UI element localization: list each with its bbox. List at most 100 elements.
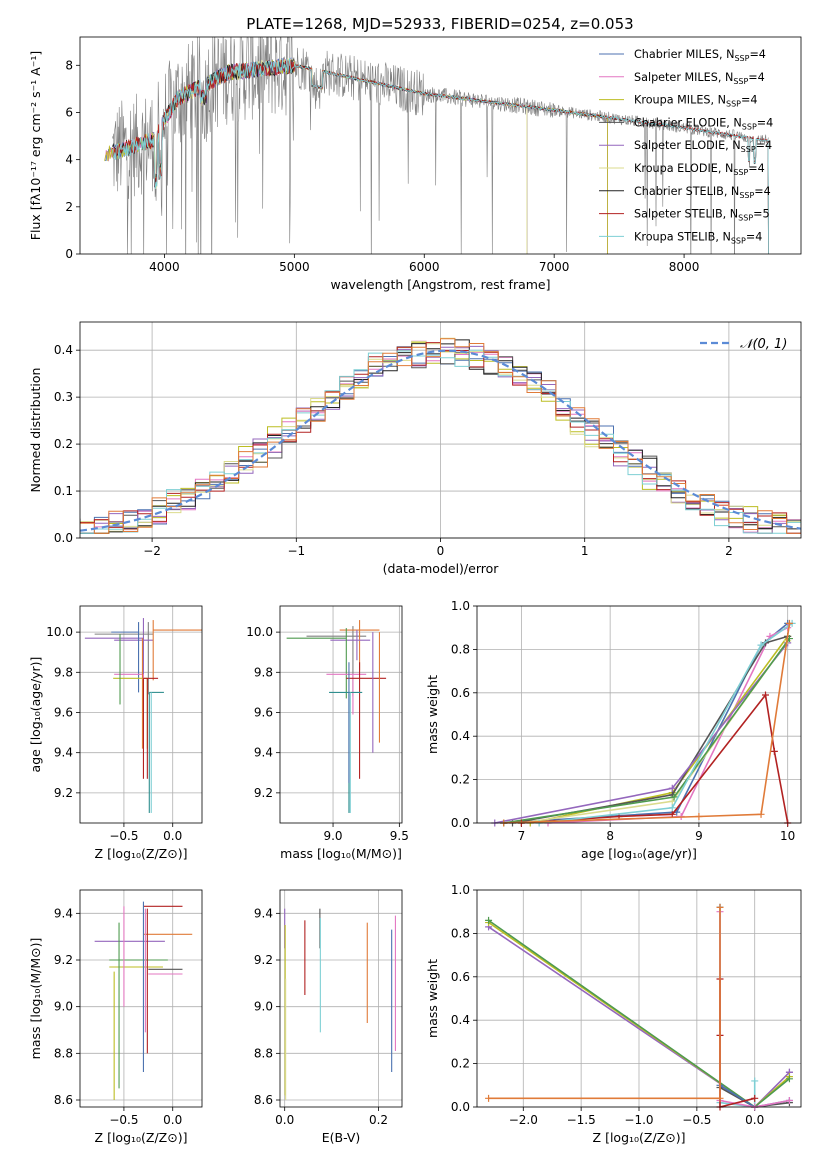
x-tick-label: 10 — [780, 829, 795, 843]
axes-frame — [79, 36, 802, 255]
legend-suffix: =4 — [757, 116, 774, 129]
model-spectrum-line — [112, 59, 769, 254]
legend-label: Kroupa STELIB, NSSP=4 — [634, 230, 762, 245]
y-tick-label: 9.4 — [54, 906, 73, 920]
y-tick-label: 1.0 — [451, 599, 470, 613]
x-axis-label: (data-model)/error — [383, 561, 500, 576]
x-tick-label: 7 — [518, 829, 526, 843]
error-bars — [84, 618, 202, 813]
weight-line — [494, 642, 789, 824]
grid-lines — [80, 606, 202, 823]
grid-lines — [280, 890, 402, 1107]
weight-marker — [785, 619, 793, 627]
model-spectra — [104, 56, 769, 254]
axes-frame — [279, 605, 403, 824]
x-tick-label: −2 — [143, 544, 161, 558]
y-tick-label: 9.8 — [54, 665, 73, 679]
weight-marker — [757, 810, 765, 818]
residuals-panel: −2 −1 0 1 2 0.0 0.1 0.2 0.3 0.4 (data-model)/error… — [28, 321, 802, 576]
weight-marker — [485, 1094, 493, 1102]
x-tick-label: −2.0 — [509, 1113, 538, 1127]
axes-frame — [476, 889, 802, 1108]
data-point — [111, 622, 140, 693]
y-tick-label: 0.0 — [451, 1100, 470, 1114]
x-tick-label: 1 — [581, 544, 589, 558]
y-tick-label: 8.6 — [54, 1093, 73, 1107]
grid-lines — [280, 606, 402, 823]
grid-lines — [80, 890, 202, 1107]
y-axis-label: Normed distribution — [28, 368, 43, 493]
gaussian-curve — [80, 349, 801, 532]
x-axis-label: Z [log₁₀(Z/Z⊙)] — [95, 846, 188, 861]
y-tick-label: 9.0 — [54, 1000, 73, 1014]
x-axis-label: mass [log₁₀(M/M⊙)] — [280, 846, 402, 861]
y-tick-label: 9.6 — [54, 705, 73, 719]
weight-marker — [770, 747, 778, 755]
x-tick-label: 0.0 — [275, 1113, 294, 1127]
y-tick-label: 8 — [65, 58, 73, 72]
weight-lines — [491, 619, 796, 827]
data-point — [94, 622, 154, 695]
legend-suffix: =4 — [746, 230, 763, 243]
age-vs-Z-panel: −0.5 0.0 9.2 9.4 9.6 9.8 10.0 Z [log₁₀(Z/Z⊙)] ag… — [28, 605, 203, 861]
legend-subscript: SSP — [734, 54, 749, 63]
y-tick-label: 9.4 — [254, 906, 273, 920]
x-tick-label: 9 — [695, 829, 703, 843]
x-axis-label: Z [log₁₀(Z/Z⊙)] — [95, 1130, 188, 1145]
mass-weight-vs-Z-panel: −2.0 −1.5 −1.0 −0.5 0.0 0.0 0.2 0.4 0.6 0.8 1.0 Z [… — [425, 883, 802, 1145]
weight-series — [485, 903, 724, 1102]
x-tick-label: −1.0 — [624, 1113, 653, 1127]
legend-label: Chabrier MILES, NSSP=4 — [634, 48, 766, 63]
x-axis-label: age [log₁₀(age/yr)] — [581, 846, 697, 861]
y-axis-label: mass weight — [425, 675, 440, 754]
weight-marker — [751, 1094, 759, 1102]
x-tick-label: 0.0 — [163, 1113, 182, 1127]
y-axis-label: age [log₁₀(age/yr)] — [28, 657, 43, 773]
weight-series — [716, 975, 759, 1111]
legend-subscript: SSP — [741, 145, 756, 154]
x-tick-label: −0.5 — [682, 1113, 711, 1127]
axes-frame — [79, 321, 802, 539]
y-tick-label: 9.2 — [254, 786, 273, 800]
x-tick-label: −0.5 — [109, 829, 138, 843]
x-tick-label: −1 — [287, 544, 305, 558]
y-tick-label: 10.0 — [246, 625, 273, 639]
weight-line — [512, 635, 788, 824]
legend-subscript: SSP — [733, 168, 748, 177]
data-point — [346, 662, 387, 779]
y-tick-label: 0.8 — [451, 926, 470, 940]
grid-lines — [477, 605, 801, 824]
legend-name: Salpeter STELIB, N — [634, 208, 738, 221]
legend-name: Kroupa MILES, N — [634, 94, 726, 107]
y-tick-label: 0.4 — [54, 343, 73, 357]
y-tick-label: 0.2 — [54, 437, 73, 451]
y-tick-label: 0.0 — [451, 816, 470, 830]
error-bars — [286, 620, 387, 813]
legend-suffix: =4 — [756, 139, 773, 152]
y-axis-label: Flux [fλ10⁻¹⁷ erg cm⁻² s⁻¹ A⁻¹] — [28, 51, 43, 240]
y-tick-label: 0.4 — [451, 729, 470, 743]
weight-marker — [757, 641, 765, 649]
histogram-line — [80, 338, 801, 534]
legend-name: Salpeter MILES, N — [634, 71, 733, 84]
legend-label: Chabrier STELIB, NSSP=4 — [634, 185, 771, 200]
x-tick-label: 0.2 — [369, 1113, 388, 1127]
weight-series — [716, 903, 759, 1111]
y-tick-label: 0.6 — [451, 970, 470, 984]
mass-weight-vs-age-panel: 7 8 9 10 0.0 0.2 0.4 0.6 0.8 1.0 age [log₁₀(age/yr… — [425, 599, 802, 861]
legend-label: Chabrier ELODIE, NSSP=4 — [634, 116, 773, 131]
model-spectrum-line — [104, 58, 608, 254]
weight-line — [521, 693, 789, 824]
weight-line — [719, 907, 756, 1108]
weight-series — [500, 619, 792, 827]
axes-frame — [279, 889, 403, 1108]
age-vs-mass-panel: 9.0 9.5 9.2 9.4 9.6 9.8 10.0 mass [log₁₀(M/M⊙)] — [246, 605, 409, 861]
weight-marker — [785, 1075, 793, 1083]
legend-suffix: =4 — [748, 162, 765, 175]
y-axis-label: mass weight — [425, 959, 440, 1038]
axes-frame — [476, 605, 802, 824]
weight-marker — [668, 797, 676, 805]
y-tick-label: 0.0 — [54, 531, 73, 545]
grid-lines — [477, 889, 801, 1108]
